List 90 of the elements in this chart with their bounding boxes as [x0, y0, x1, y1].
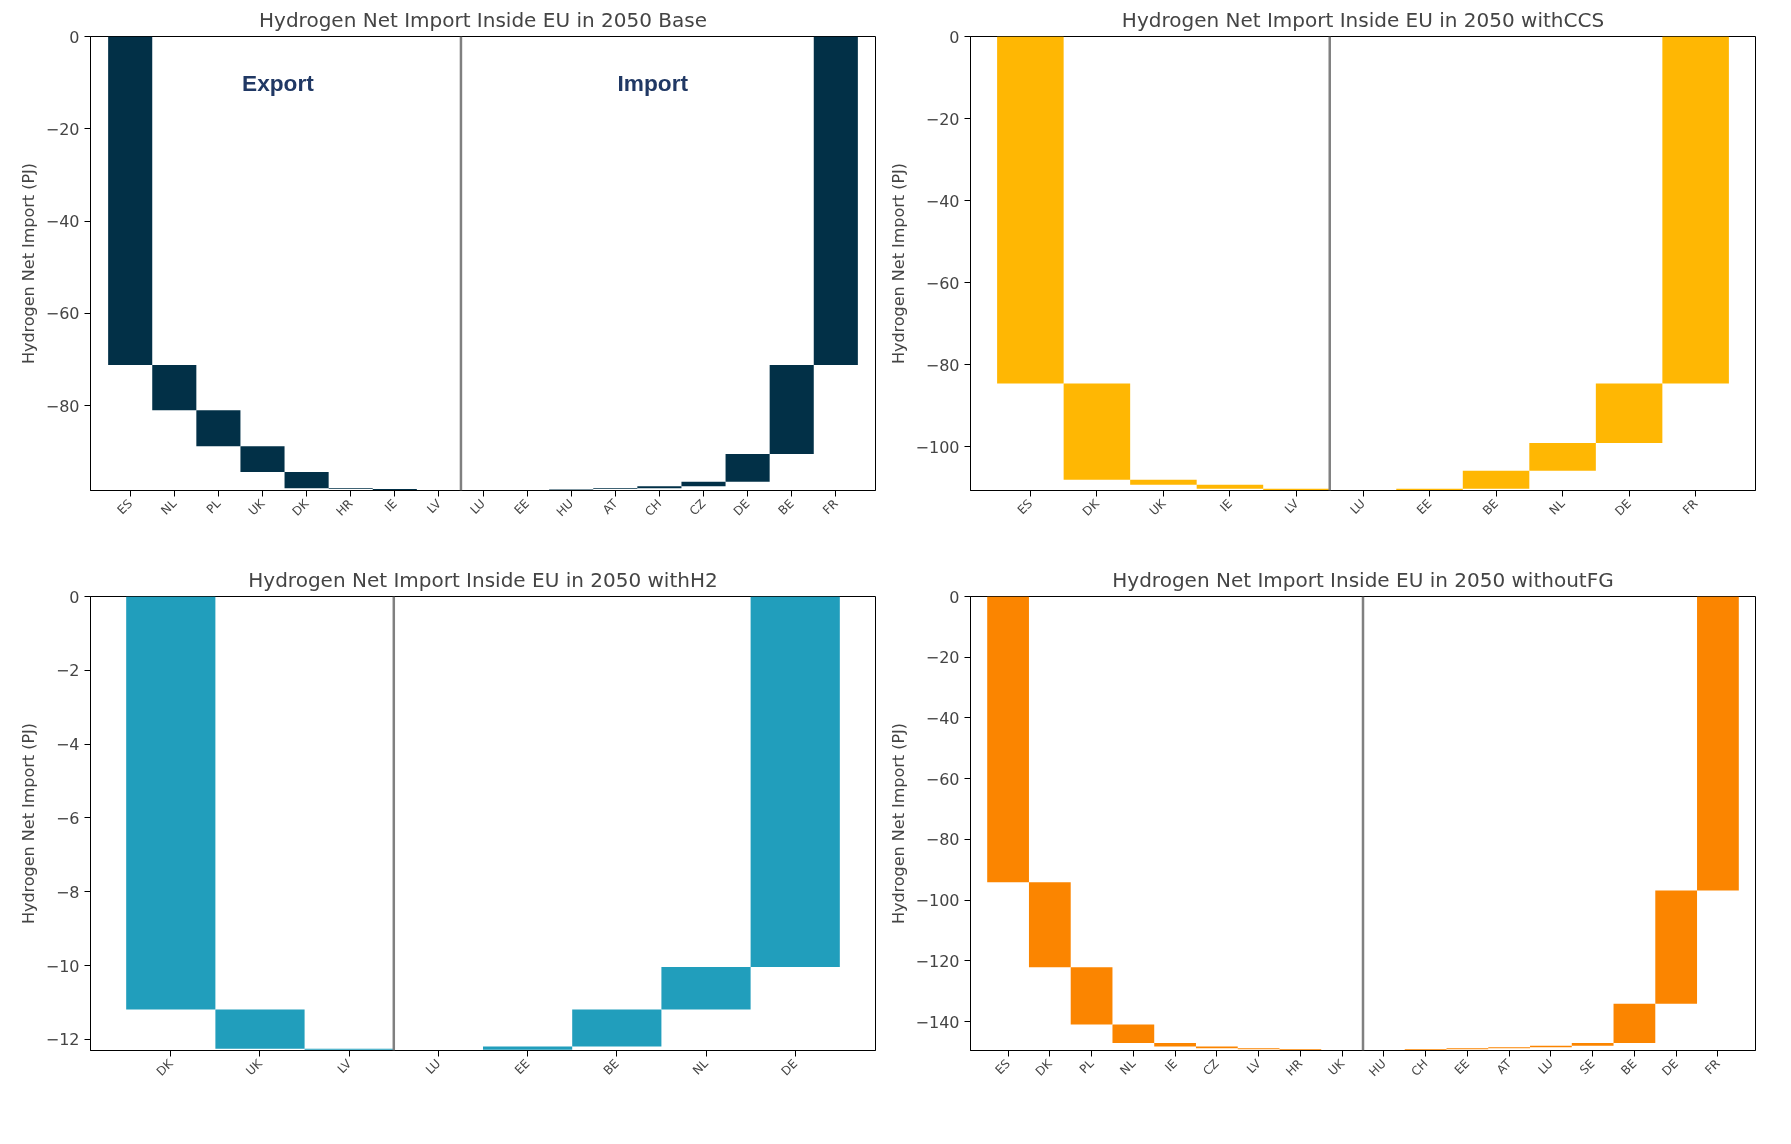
x-tick-label: DK	[289, 495, 313, 519]
annotation: Import	[617, 69, 689, 96]
x-tick-label: ES	[1014, 496, 1036, 518]
y-axis-title: Hydrogen Net Import (PJ)	[888, 722, 908, 925]
x-tick-label: NL	[158, 496, 180, 518]
x-tick-label: LU	[1535, 1056, 1556, 1077]
y-tick-label: −140	[915, 1012, 960, 1032]
y-axis-title: Hydrogen Net Import (PJ)	[18, 162, 38, 365]
x-tick-label: PL	[203, 496, 224, 517]
x-tick-label: HU	[1366, 1056, 1389, 1080]
x-tick-label: DK	[153, 1055, 177, 1079]
y-tick-label: −80	[925, 830, 960, 850]
y-tick-label: −100	[915, 437, 960, 457]
y-tick-label: 0	[949, 587, 960, 607]
x-tick-label: BE	[600, 1056, 622, 1078]
y-tick-label: −6	[55, 808, 80, 828]
y-tick-label: 0	[69, 587, 80, 607]
x-tick-label: FR	[1679, 496, 1701, 518]
y-tick-label: −4	[55, 735, 80, 755]
y-tick-label: −40	[925, 708, 960, 728]
x-tick-label: IE	[1217, 496, 1235, 515]
x-tick-label: UK	[245, 495, 269, 519]
x-tick-label: LU	[467, 496, 488, 517]
x-tick-label: ES	[992, 1056, 1014, 1078]
x-tick-label: DE	[1659, 1056, 1682, 1079]
chart-title: Hydrogen Net Import Inside EU in 2050 Base	[259, 7, 707, 32]
x-tick-label: LV	[334, 1055, 355, 1077]
y-tick-label: −80	[925, 355, 960, 375]
x-tick-label: CH	[642, 496, 665, 519]
x-tick-label: EE	[511, 496, 533, 518]
chart-title: Hydrogen Net Import Inside EU in 2050 withH2	[248, 567, 718, 592]
y-tick-label: −100	[915, 891, 960, 911]
x-tick-label: UK	[1325, 1055, 1348, 1079]
x-tick-label: UK	[1146, 495, 1170, 519]
y-axis-title: Hydrogen Net Import (PJ)	[18, 722, 38, 925]
x-tick-label: NL	[689, 1056, 712, 1078]
x-tick-label: BE	[775, 496, 797, 518]
x-tick-label: CH	[1408, 1056, 1431, 1079]
y-tick-label: −60	[925, 273, 960, 293]
x-tick-label: PL	[1076, 1056, 1097, 1077]
x-tick-label: EE	[1451, 1056, 1473, 1078]
y-tick-label: −8	[55, 882, 80, 902]
x-tick-label: CZ	[686, 496, 709, 519]
y-tick-label: −40	[925, 191, 960, 211]
x-tick-label: AT	[1493, 1056, 1515, 1077]
x-tick-label: IE	[381, 496, 400, 515]
x-tick-label: LU	[1347, 496, 1368, 517]
x-tick-label: LV	[1281, 495, 1302, 517]
x-tick-label: DE	[1612, 496, 1635, 519]
y-tick-label: −60	[925, 769, 960, 789]
y-tick-label: −2	[55, 661, 80, 681]
x-tick-label: HR	[1283, 1056, 1306, 1079]
x-tick-label: BE	[1479, 496, 1502, 518]
x-tick-label: DK	[1079, 495, 1103, 519]
x-tick-label: AT	[600, 496, 621, 517]
x-tick-label: SE	[1576, 1056, 1598, 1078]
y-tick-label: −12	[45, 1030, 80, 1050]
x-tick-label: EE	[511, 1056, 533, 1078]
x-tick-label: FR	[820, 496, 841, 518]
x-tick-label: ES	[114, 496, 136, 518]
x-tick-label: BE	[1618, 1056, 1640, 1078]
x-tick-label: FR	[1702, 1056, 1723, 1078]
x-tick-label: DK	[1032, 1055, 1056, 1079]
x-tick-label: EE	[1413, 496, 1435, 518]
x-tick-label: DE	[730, 496, 753, 519]
x-tick-label: NL	[1117, 1056, 1139, 1078]
y-axis-title: Hydrogen Net Import (PJ)	[888, 162, 908, 365]
y-tick-label: −120	[915, 951, 960, 971]
y-tick-label: −40	[45, 212, 80, 232]
x-tick-label: HR	[333, 496, 356, 519]
x-tick-label: CZ	[1200, 1056, 1222, 1079]
chart-title: Hydrogen Net Import Inside EU in 2050 withoutFG	[1112, 567, 1614, 592]
x-tick-label: IE	[1162, 1056, 1181, 1075]
chart-title: Hydrogen Net Import Inside EU in 2050 withCCS	[1121, 7, 1605, 32]
y-tick-label: 0	[69, 27, 80, 47]
annotation: Export	[242, 69, 315, 96]
x-tick-label: NL	[1546, 496, 1568, 518]
x-tick-label: UK	[243, 1055, 266, 1079]
x-tick-label: DE	[778, 1056, 801, 1079]
y-tick-label: 0	[949, 27, 960, 47]
x-tick-label: LV	[1244, 1055, 1265, 1077]
x-tick-label: HU	[553, 496, 577, 520]
y-tick-label: −10	[45, 956, 80, 976]
x-tick-label: LU	[422, 1056, 444, 1077]
y-tick-label: −60	[45, 304, 80, 324]
y-tick-label: −20	[925, 109, 960, 129]
x-tick-label: LV	[424, 495, 445, 517]
y-tick-label: −80	[45, 396, 80, 416]
y-tick-label: −20	[925, 648, 960, 668]
y-tick-label: −20	[45, 119, 80, 139]
